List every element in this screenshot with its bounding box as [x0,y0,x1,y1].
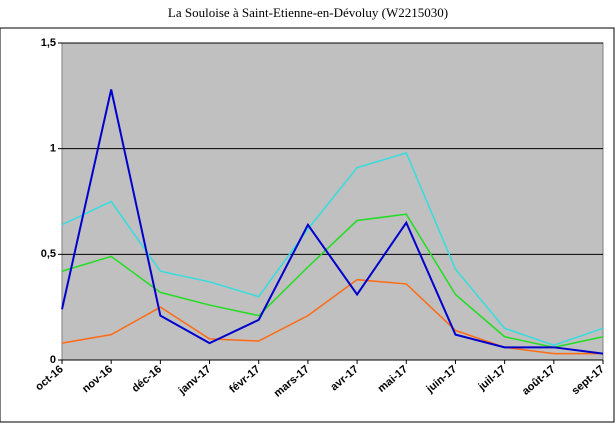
series-line [61,151,604,347]
series-line [61,213,604,349]
series-line [61,89,604,355]
y-tick-label: 0,5 [41,248,56,260]
y-tick-label: 0 [50,354,56,366]
y-tick-label: 1,5 [41,37,56,49]
series-line [61,278,603,355]
chart-title: La Souloise à Saint-Etienne-en-Dévoluy (… [168,5,448,20]
plot-area [61,42,604,361]
y-tick-label: 1 [50,143,56,155]
